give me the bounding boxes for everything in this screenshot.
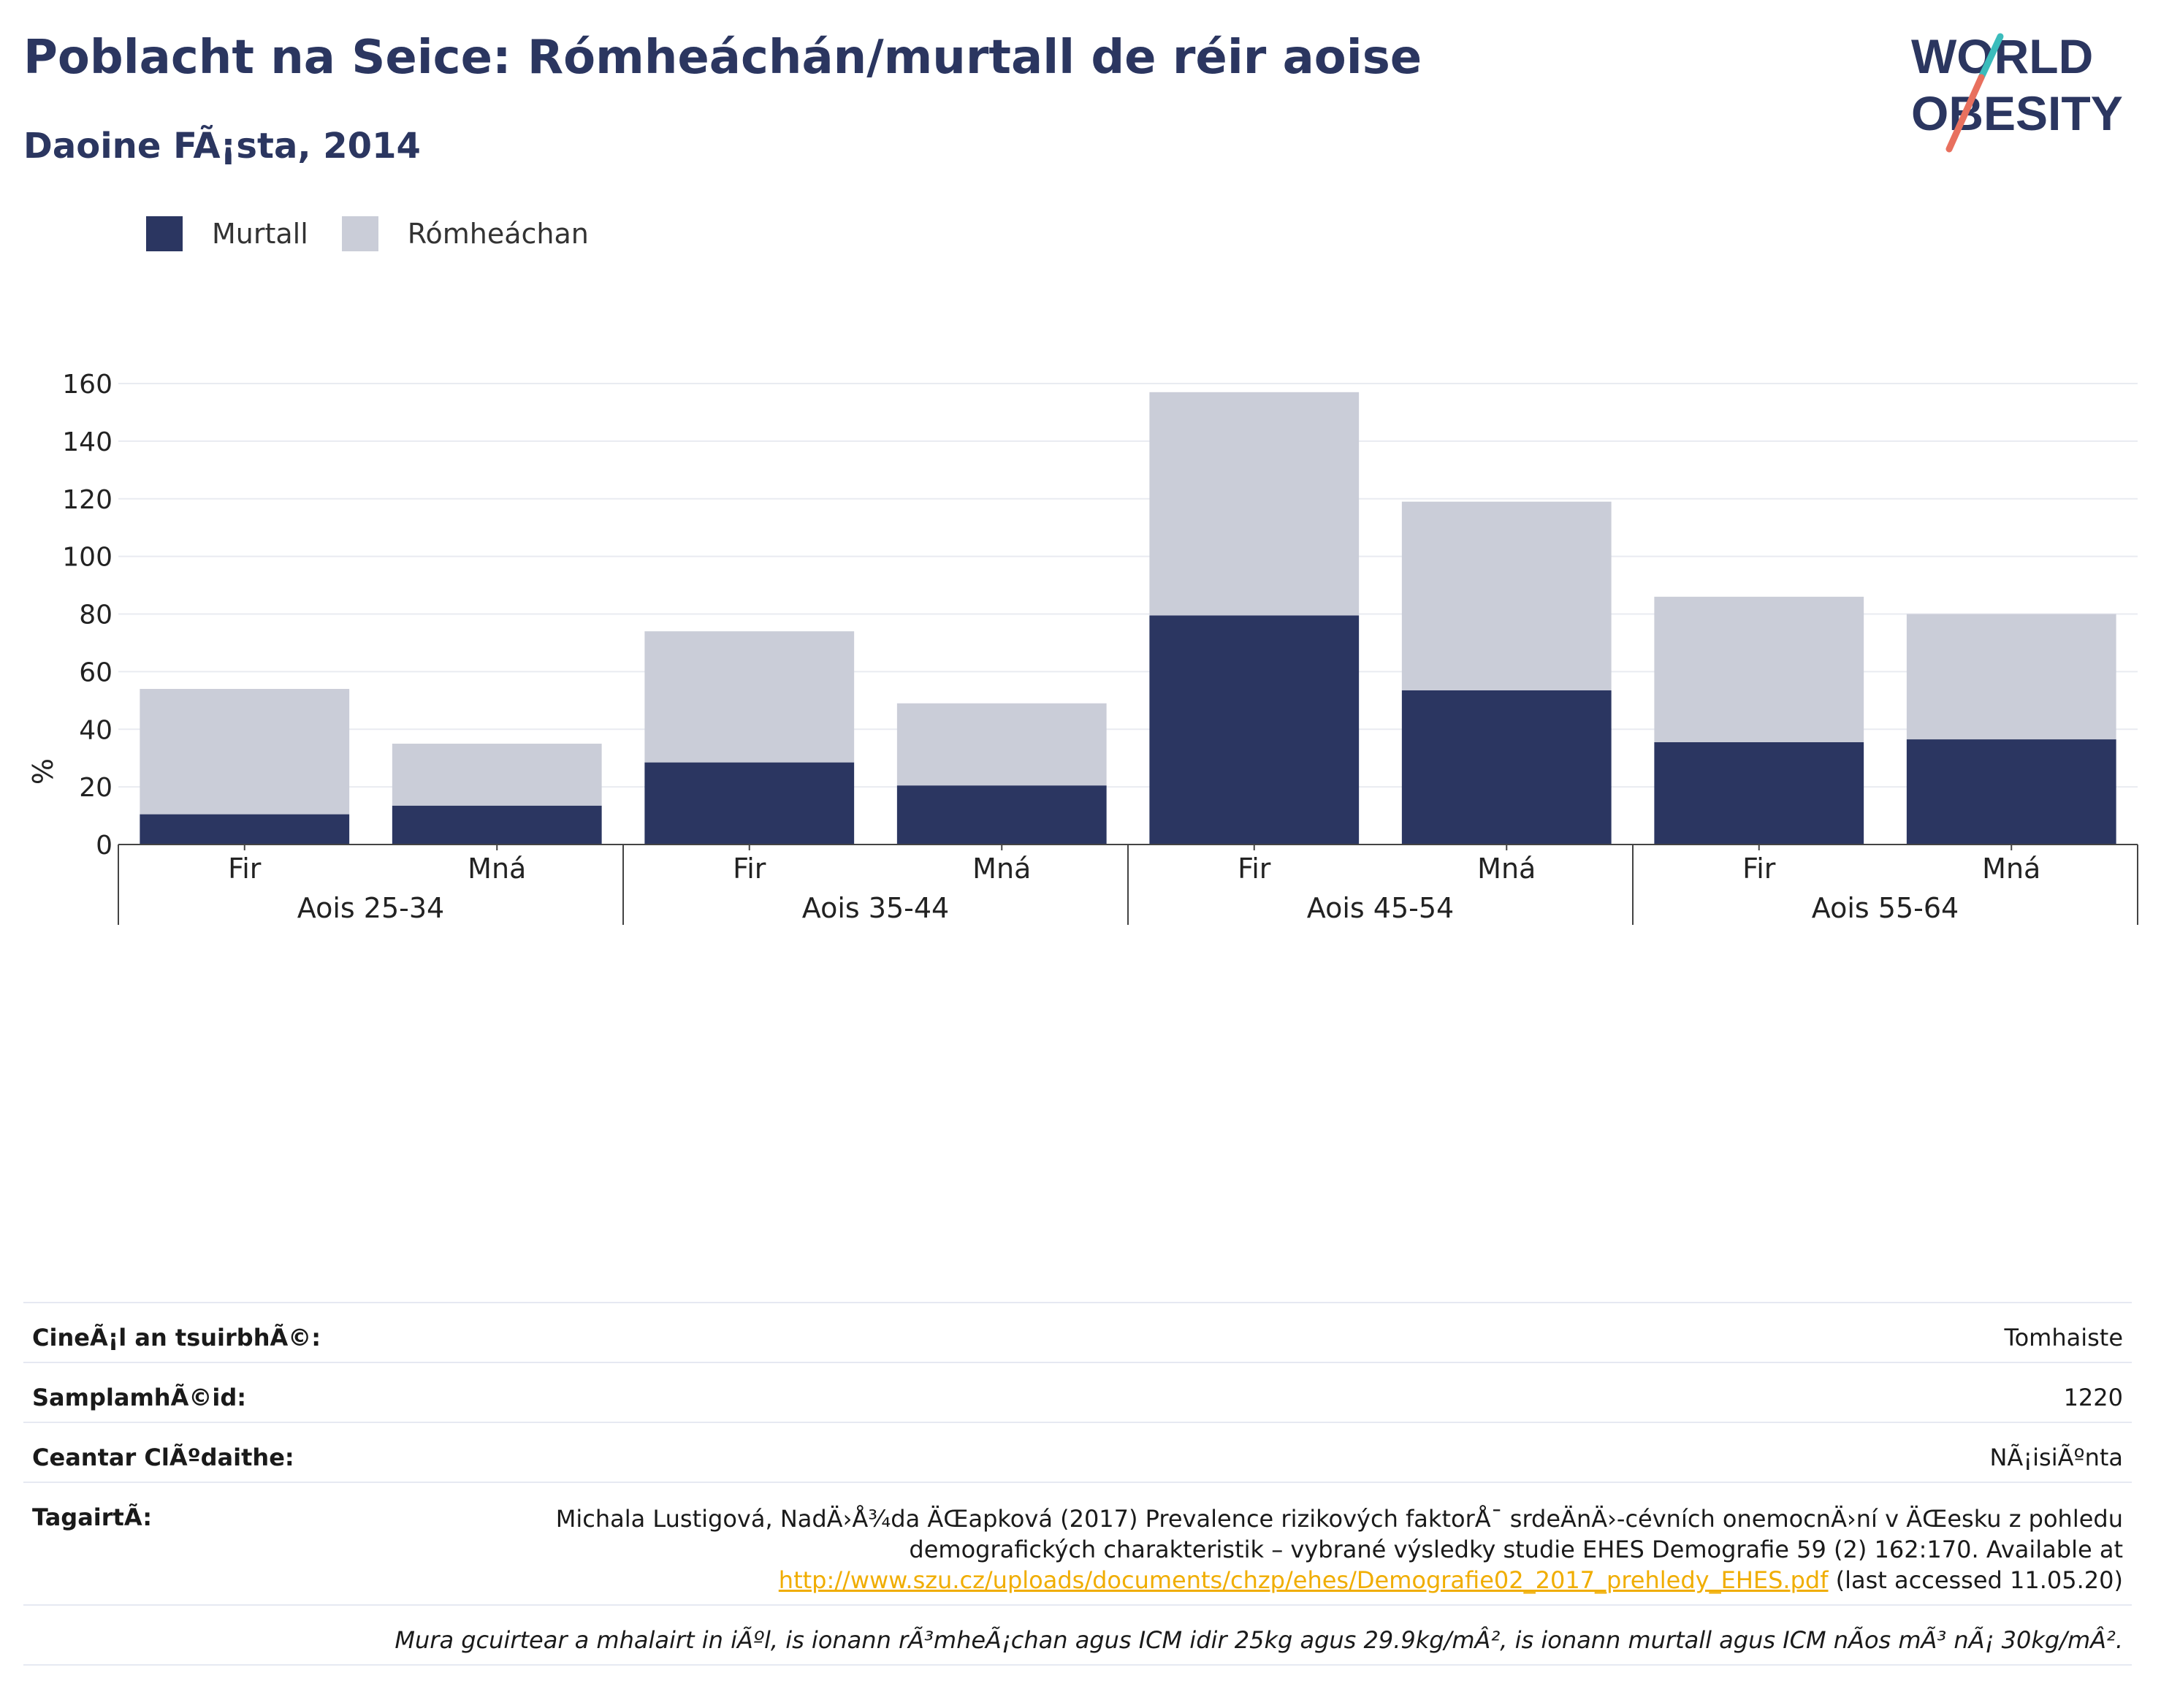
logo-slash-teal (1978, 33, 2004, 81)
x-group-label: Aois 55-64 (1812, 892, 1959, 924)
legend-item-obese[interactable]: Murtall (146, 216, 308, 251)
info-table: CineÃ¡l an tsuirbhÃ©: Tomhaiste Samplamh… (23, 1302, 2132, 1666)
reference-text: Michala Lustigová, NadÄ›Å¾da ÄŒapková (2… (555, 1505, 2123, 1563)
legend-swatch-obese (146, 216, 183, 251)
y-tick-label: 120 (62, 485, 113, 515)
world-obesity-logo: WORLD OBESITY (1911, 29, 2123, 153)
info-value-survey-type: Tomhaiste (2004, 1324, 2123, 1351)
bar-overweight (140, 689, 350, 815)
reference-link[interactable]: http://www.szu.cz/uploads/documents/chzp… (778, 1566, 1829, 1594)
info-label-survey-type: CineÃ¡l an tsuirbhÃ©: (32, 1324, 321, 1351)
y-tick-label: 60 (79, 657, 113, 687)
y-tick-label: 40 (79, 715, 113, 745)
info-value-reference: Michala Lustigová, NadÄ›Å¾da ÄŒapková (2… (516, 1503, 2123, 1595)
y-tick-label: 20 (79, 773, 113, 803)
info-label-sample-size: SamplamhÃ©id: (32, 1384, 247, 1411)
y-tick-label: 160 (62, 370, 113, 400)
info-value-sample-size: 1220 (2063, 1384, 2123, 1411)
chart-legend: Murtall Rómheáchan (146, 216, 622, 251)
x-group-label: Aois 45-54 (1307, 892, 1454, 924)
y-tick-label: 100 (62, 543, 113, 573)
info-row-sample-size: SamplamhÃ©id: 1220 (23, 1362, 2132, 1422)
bar-overweight (644, 631, 855, 763)
info-row-survey-type: CineÃ¡l an tsuirbhÃ©: Tomhaiste (23, 1302, 2132, 1362)
x-tick-label: Mná (468, 853, 526, 885)
bar-overweight (896, 703, 1107, 786)
y-tick-label: 0 (96, 831, 113, 861)
bar-overweight (392, 743, 602, 806)
logo-text-obesity: OBESITY (1911, 86, 2123, 140)
bar-obese (644, 762, 855, 845)
x-group-label: Aois 35-44 (802, 892, 949, 924)
legend-label-overweight: Rómheáchan (407, 218, 589, 250)
x-tick-label: Mná (1477, 853, 1536, 885)
legend-item-overweight[interactable]: Rómheáchan (341, 216, 589, 251)
x-group-label: Aois 25-34 (297, 892, 444, 924)
bar-overweight (1149, 392, 1360, 616)
info-row-reference: TagairtÃ: Michala Lustigová, NadÄ›Å¾da Ä… (23, 1482, 2132, 1604)
info-label-coverage: Ceantar ClÃºdaithe: (32, 1444, 294, 1471)
x-tick-label: Fir (1238, 853, 1271, 885)
bar-overweight (1654, 596, 1864, 742)
info-row-note: Mura gcuirtear a mhalairt in iÃºl, is io… (23, 1604, 2132, 1666)
info-row-coverage: Ceantar ClÃºdaithe: NÃ¡isiÃºnta (23, 1422, 2132, 1482)
bar-obese (1654, 741, 1864, 845)
legend-swatch-overweight (341, 216, 378, 251)
definition-note: Mura gcuirtear a mhalairt in iÃºl, is io… (395, 1626, 2123, 1654)
y-tick-label: 140 (62, 427, 113, 457)
reference-suffix: (last accessed 11.05.20) (1835, 1566, 2123, 1594)
legend-label-obese: Murtall (212, 218, 308, 250)
bars (140, 392, 2116, 845)
y-axis-ticks: 0 20 40 60 80 100 120 140 160 (62, 370, 113, 861)
chart-subtitle: Daoine FÃ¡sta, 2014 (23, 126, 421, 167)
stacked-bar-chart: 0 20 40 60 80 100 120 140 160 Fir Mná Fir Mná Fir Mná… (27, 370, 2138, 925)
x-tick-label: Fir (733, 853, 766, 885)
bar-obese (140, 814, 350, 845)
logo-slash-coral (1945, 74, 1985, 153)
bar-overweight (1401, 501, 1612, 691)
bar-obese (1149, 615, 1360, 845)
y-tick-label: 80 (79, 601, 113, 630)
y-axis-label: % (27, 758, 59, 785)
bar-obese (1401, 690, 1612, 845)
x-axis: Fir Mná Fir Mná Fir Mná Fir Mná Aois 25-34 Aois 3… (118, 844, 2138, 925)
x-tick-label: Mná (972, 853, 1031, 885)
chart-title: Poblacht na Seice: Rómheáchán/murtall de… (23, 31, 1422, 85)
bar-obese (392, 805, 602, 845)
bar-overweight (1906, 614, 2116, 740)
info-label-reference: TagairtÃ: (32, 1503, 152, 1531)
bar-obese (1906, 739, 2116, 845)
info-value-coverage: NÃ¡isiÃºnta (1989, 1444, 2123, 1471)
x-tick-label: Mná (1982, 853, 2040, 885)
x-tick-label: Fir (1742, 853, 1776, 885)
bar-obese (896, 785, 1107, 845)
x-tick-label: Fir (228, 853, 262, 885)
